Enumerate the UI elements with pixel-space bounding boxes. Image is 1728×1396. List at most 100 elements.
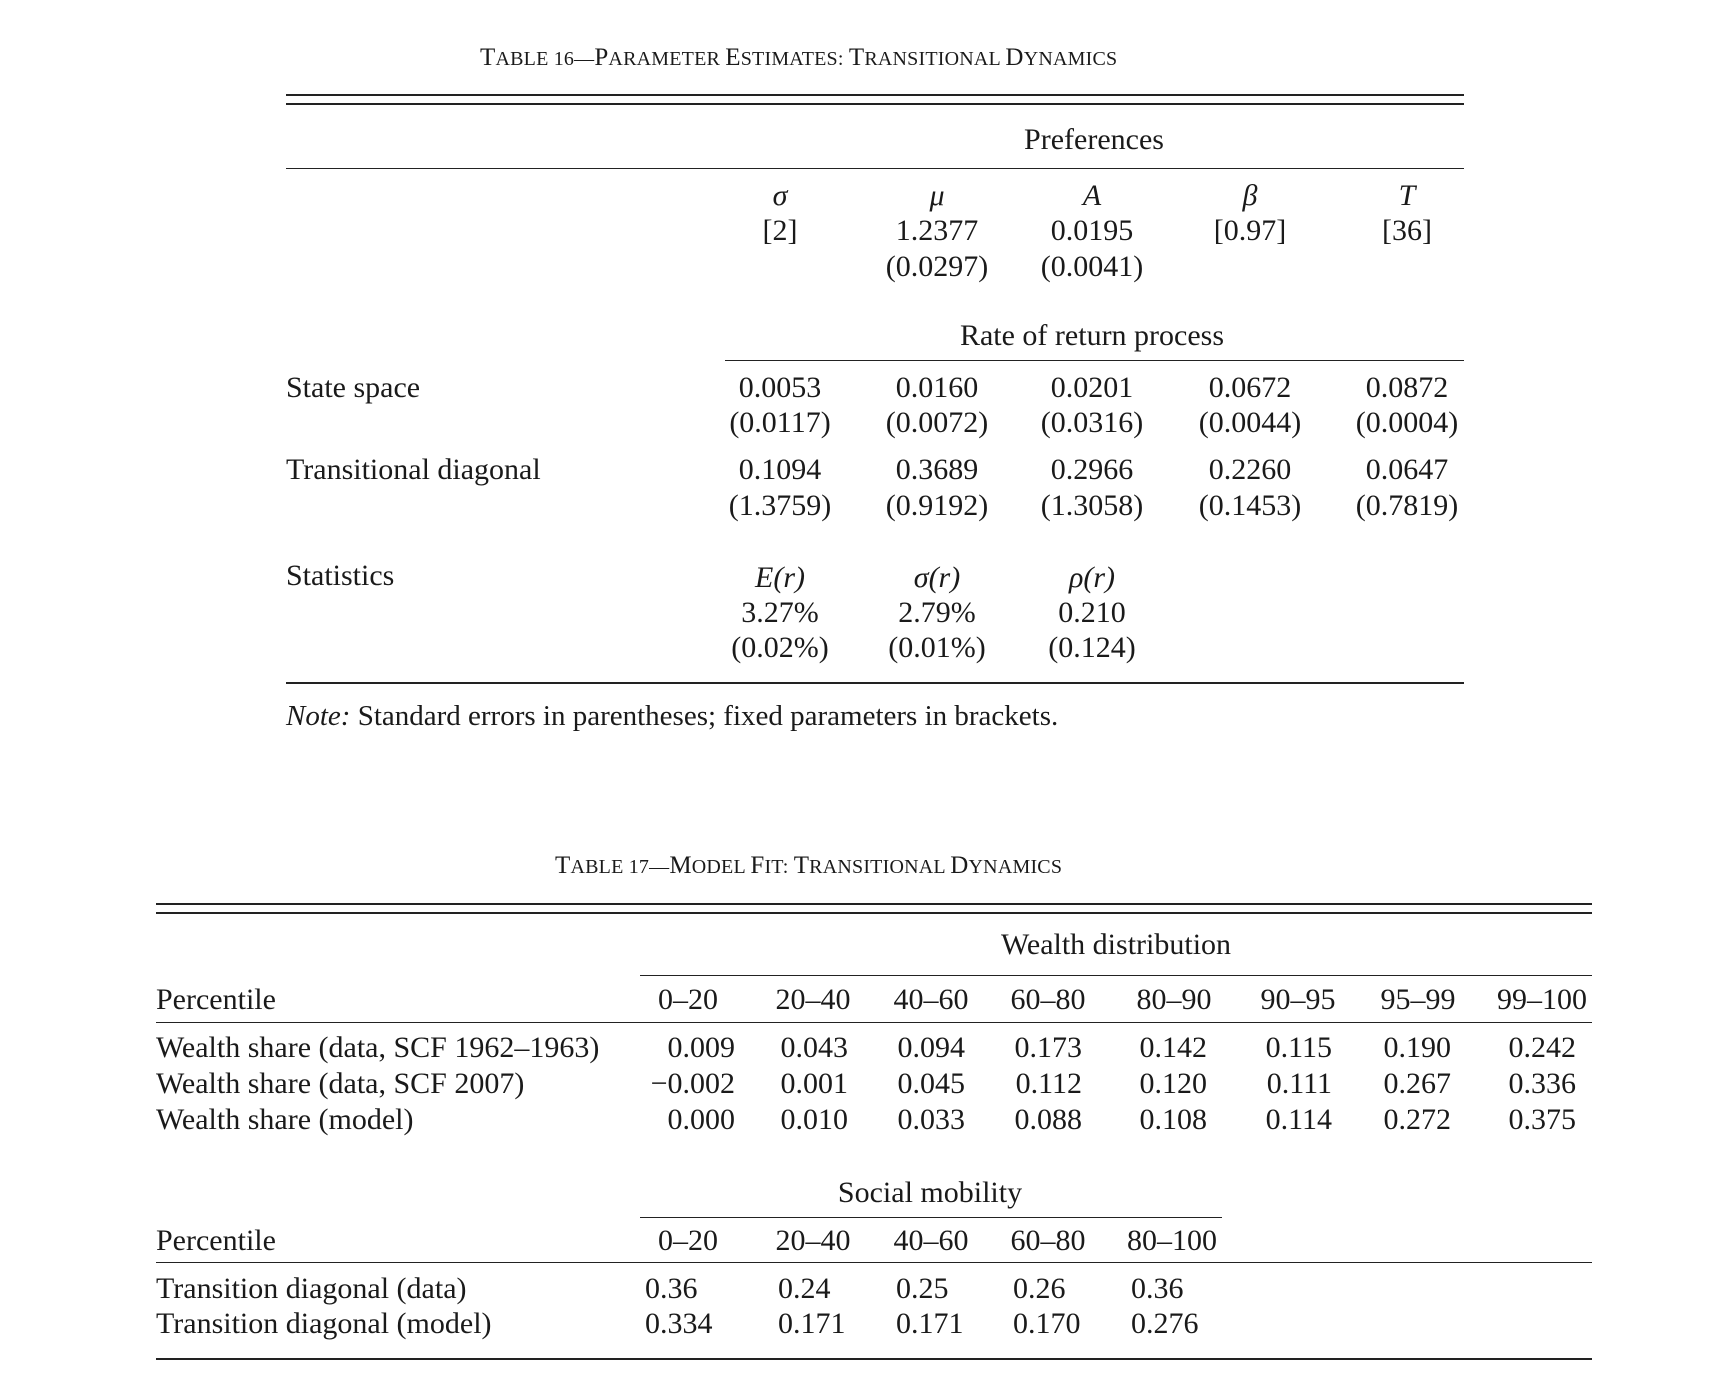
row-label-statistics: Statistics xyxy=(286,559,395,592)
pref-value: 1.2377 xyxy=(895,214,979,247)
stat-name: E(r) xyxy=(755,561,805,594)
percentile-label: Percentile xyxy=(156,983,276,1016)
wealth-value: 0.336 xyxy=(1508,1067,1577,1100)
stat-value: 0.210 xyxy=(1058,596,1126,629)
state-space-value: 0.0160 xyxy=(895,371,979,404)
table16-note: Note: Standard errors in parentheses; fi… xyxy=(286,700,1058,733)
table16-title: TABLE 16—PARAMETER ESTIMATES: TRANSITION… xyxy=(480,44,1118,71)
transitional-diagonal-se: (1.3759) xyxy=(728,489,832,522)
stat-se: (0.124) xyxy=(1048,631,1136,664)
state-space-value: 0.0672 xyxy=(1208,371,1292,404)
social-mobility-rule xyxy=(640,1217,1222,1218)
preferences-header: Preferences xyxy=(1024,123,1164,156)
stat-name: σ(r) xyxy=(913,561,961,594)
mobility-percentile: 20–40 xyxy=(775,1224,851,1257)
wealth-percentile: 99–100 xyxy=(1497,983,1587,1016)
wealth-value: 0.000 xyxy=(667,1103,736,1136)
table17-top-rule-1 xyxy=(156,903,1592,905)
state-space-value: 0.0872 xyxy=(1365,371,1449,404)
mobility-percentile: 80–100 xyxy=(1127,1224,1217,1257)
state-space-se: (0.0117) xyxy=(729,406,831,439)
wealth-row-label: Wealth share (model) xyxy=(156,1103,414,1136)
mobility-value: 0.26 xyxy=(1013,1272,1066,1305)
wealth-percentile: 40–60 xyxy=(893,983,969,1016)
pref-se: (0.0297) xyxy=(885,250,989,283)
note-label: Note: xyxy=(286,700,351,732)
wealth-row-label: Wealth share (data, SCF 2007) xyxy=(156,1067,525,1100)
wealth-value: 0.043 xyxy=(780,1031,849,1064)
stat-name: ρ(r) xyxy=(1068,561,1116,594)
wealth-value: 0.045 xyxy=(897,1067,966,1100)
transitional-diagonal-se: (0.1453) xyxy=(1198,489,1302,522)
table17-title: TABLE 17—MODEL FIT: TRANSITIONAL DYNAMIC… xyxy=(555,852,1063,879)
transitional-diagonal-value: 0.3689 xyxy=(895,453,979,486)
wealth-value: 0.375 xyxy=(1508,1103,1577,1136)
pref-se: (0.0041) xyxy=(1040,250,1144,283)
transitional-diagonal-value: 0.1094 xyxy=(738,453,822,486)
transitional-diagonal-value: 0.0647 xyxy=(1365,453,1449,486)
pref-symbol: A xyxy=(1082,179,1102,212)
wealth-value: 0.088 xyxy=(1014,1103,1083,1136)
pref-value: [36] xyxy=(1382,214,1432,247)
wealth-value: 0.267 xyxy=(1383,1067,1452,1100)
stat-value: 2.79% xyxy=(898,596,976,629)
pref-symbol: σ xyxy=(772,179,788,212)
mobility-value: 0.171 xyxy=(778,1307,846,1340)
pref-symbol: μ xyxy=(929,179,945,212)
transitional-diagonal-se: (0.7819) xyxy=(1355,489,1459,522)
state-space-se: (0.0004) xyxy=(1355,406,1459,439)
wealth-distribution-header: Wealth distribution xyxy=(1000,928,1232,961)
row-label-transitional-diagonal: Transitional diagonal xyxy=(286,453,541,486)
transitional-diagonal-value: 0.2966 xyxy=(1050,453,1134,486)
mobility-row-label: Transition diagonal (model) xyxy=(156,1307,492,1340)
mobility-value: 0.25 xyxy=(896,1272,949,1305)
note-text: Standard errors in parentheses; fixed pa… xyxy=(350,700,1059,732)
mobility-row-label: Transition diagonal (data) xyxy=(156,1272,467,1305)
wealth-value: 0.242 xyxy=(1508,1031,1577,1064)
wealth-percentile: 60–80 xyxy=(1010,983,1086,1016)
wealth-row-label: Wealth share (data, SCF 1962–1963) xyxy=(156,1031,600,1064)
mobility-percentile: 0–20 xyxy=(658,1224,718,1257)
table16-bottom-rule xyxy=(286,682,1464,684)
wealth-value: 0.010 xyxy=(780,1103,849,1136)
wealth-value: 0.001 xyxy=(780,1067,849,1100)
state-space-se: (0.0044) xyxy=(1198,406,1302,439)
state-space-se: (0.0316) xyxy=(1040,406,1144,439)
wealth-percentile: 0–20 xyxy=(658,983,718,1016)
mobility-value: 0.171 xyxy=(896,1307,964,1340)
wealth-header-bottom-rule xyxy=(156,1022,1592,1023)
rate-of-return-rule xyxy=(725,360,1464,361)
wealth-value: 0.142 xyxy=(1139,1031,1208,1064)
wealth-value: 0.120 xyxy=(1139,1067,1208,1100)
wealth-percentile: 90–95 xyxy=(1260,983,1336,1016)
state-space-value: 0.0201 xyxy=(1050,371,1134,404)
wealth-value: −0.002 xyxy=(650,1067,735,1100)
mobility-value: 0.334 xyxy=(645,1307,713,1340)
state-space-se: (0.0072) xyxy=(885,406,989,439)
social-mobility-header: Social mobility xyxy=(837,1176,1023,1209)
wealth-value: 0.108 xyxy=(1139,1103,1208,1136)
state-space-value: 0.0053 xyxy=(738,371,822,404)
mobility-percentile-label: Percentile xyxy=(156,1224,276,1257)
transitional-diagonal-se: (0.9192) xyxy=(885,489,989,522)
row-label-state-space: State space xyxy=(286,371,421,404)
pref-value: [0.97] xyxy=(1213,214,1287,247)
mobility-percentile: 60–80 xyxy=(1010,1224,1086,1257)
transitional-diagonal-se: (1.3058) xyxy=(1040,489,1144,522)
wealth-value: 0.272 xyxy=(1383,1103,1452,1136)
transitional-diagonal-value: 0.2260 xyxy=(1208,453,1292,486)
table17-bottom-rule xyxy=(156,1358,1592,1360)
table17-top-rule-2 xyxy=(156,912,1592,914)
pref-value: [2] xyxy=(762,214,798,247)
wealth-percentile: 95–99 xyxy=(1380,983,1456,1016)
rate-of-return-header: Rate of return process xyxy=(959,319,1225,352)
mobility-value: 0.170 xyxy=(1013,1307,1081,1340)
mobility-value: 0.24 xyxy=(778,1272,831,1305)
wealth-value: 0.111 xyxy=(1266,1067,1332,1100)
wealth-value: 0.009 xyxy=(667,1031,736,1064)
wealth-percentile: 80–90 xyxy=(1136,983,1212,1016)
stat-se: (0.02%) xyxy=(731,631,829,664)
pref-symbol: β xyxy=(1242,179,1258,212)
table16-top-rule-1 xyxy=(286,94,1464,96)
mobility-percentile: 40–60 xyxy=(893,1224,969,1257)
